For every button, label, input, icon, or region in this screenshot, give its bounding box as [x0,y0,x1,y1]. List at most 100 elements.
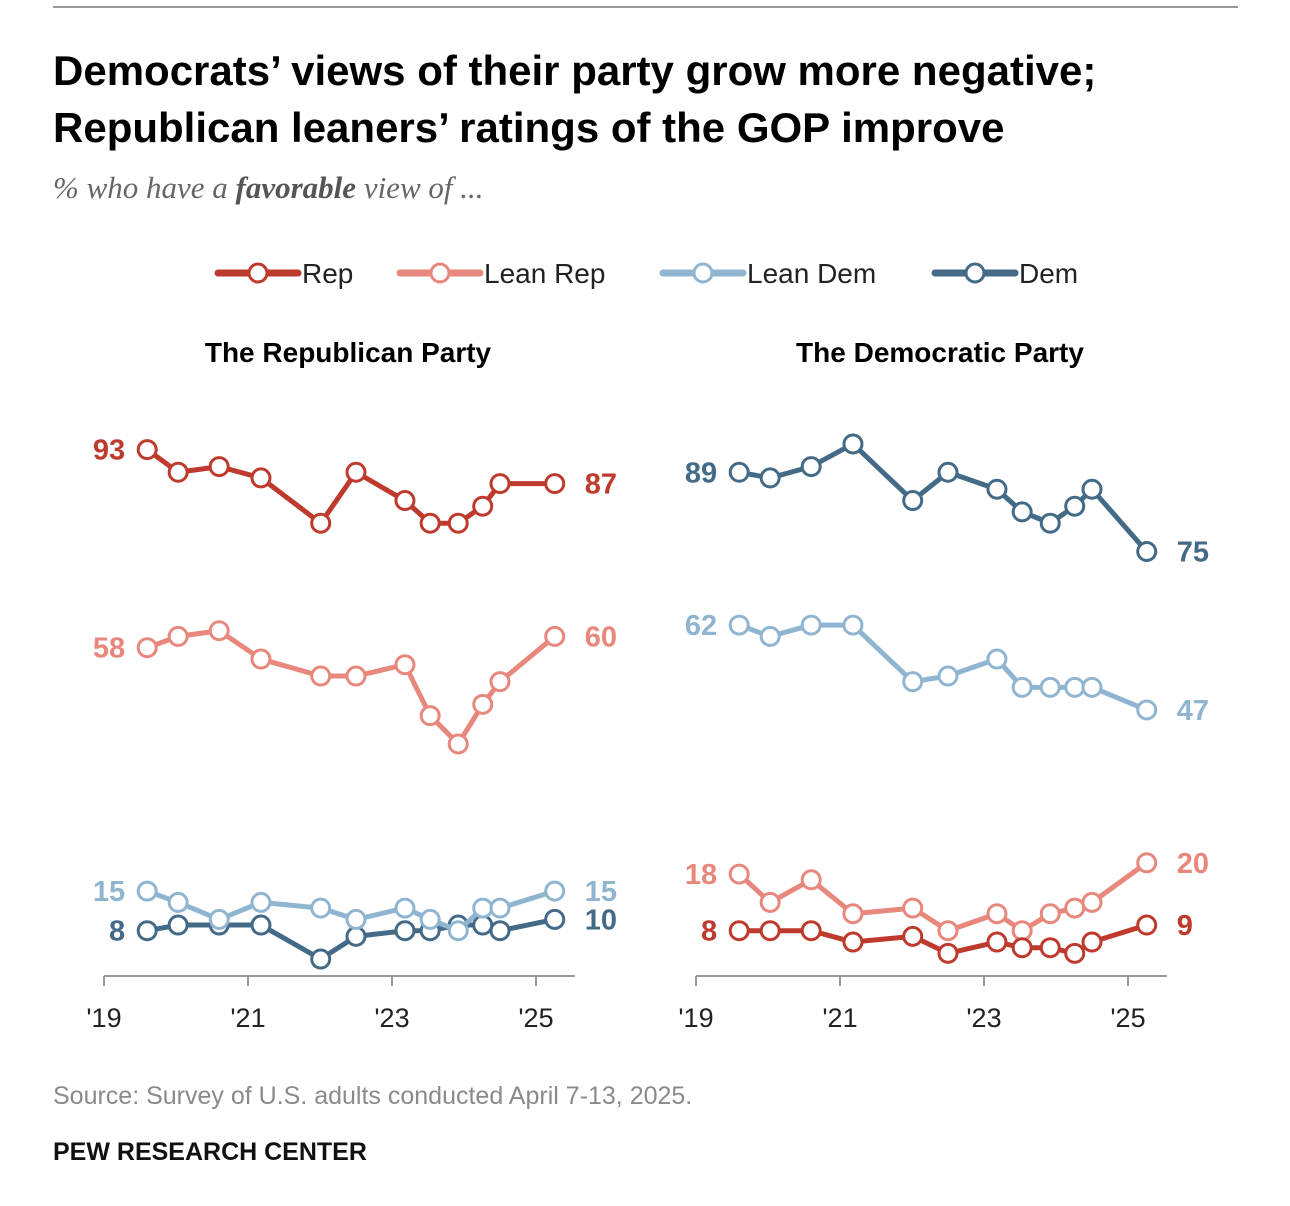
legend-item-lean-dem: Lean Dem [659,258,876,289]
series-lean-rep: 18 20 [685,848,1209,942]
x-tick-label: '25 [1110,1003,1145,1033]
x-tick-label: '21 [822,1003,857,1033]
data-point [986,931,1008,953]
end-value-label: 20 [1177,848,1209,880]
data-point [1136,699,1158,721]
top-rule [53,6,1238,8]
data-point [544,625,566,647]
data-point [447,512,469,534]
data-point [447,733,469,755]
end-value-label: 60 [585,621,617,653]
x-tick-label: '23 [374,1003,409,1033]
data-point [472,693,494,715]
data-point [489,920,511,942]
data-point [800,456,822,478]
data-point [250,648,272,670]
data-point [937,665,959,687]
data-point [208,456,230,478]
subtitle-pre: % who have a [53,170,236,205]
data-point [800,869,822,891]
data-point [136,920,158,942]
subtitle-emphasis: favorable [235,170,357,205]
data-point [1011,676,1033,698]
data-point [1064,495,1086,517]
data-point [250,914,272,936]
legend-label: Dem [1019,258,1078,289]
data-point [208,908,230,930]
data-point [1064,676,1086,698]
start-value-label: 15 [93,876,125,908]
series-lean-dem: 62 47 [685,610,1209,727]
start-value-label: 93 [93,435,125,467]
data-point [986,903,1008,925]
data-point [1136,914,1158,936]
series-rep: 93 87 [93,435,617,534]
data-point [759,467,781,489]
x-tick-label: '25 [518,1003,553,1033]
data-point [800,614,822,636]
x-tick-label: '21 [230,1003,265,1033]
data-point [472,897,494,919]
legend-swatch-marker [692,262,714,284]
legend-swatch-marker [964,262,986,284]
data-point [345,925,367,947]
data-point [167,625,189,647]
data-point [419,908,441,930]
series-lean-rep: 58 60 [93,620,617,755]
data-point [310,512,332,534]
data-point [842,614,864,636]
data-point [1039,937,1061,959]
data-point [345,908,367,930]
series-line [738,441,1149,554]
x-tick-label: '23 [966,1003,1001,1033]
start-value-label: 89 [685,457,717,489]
data-point [310,897,332,919]
data-point [1011,501,1033,523]
data-point [489,897,511,919]
data-point [250,891,272,913]
data-point [1081,891,1103,913]
data-point [1064,942,1086,964]
legend-item-lean-rep: Lean Rep [396,258,605,289]
x-tick-label: '19 [678,1003,713,1033]
start-value-label: 62 [685,610,717,642]
data-point [1011,937,1033,959]
end-value-label: 47 [1177,695,1209,727]
data-point [1039,676,1061,698]
data-point [902,671,924,693]
data-point [544,908,566,930]
data-point [842,433,864,455]
start-value-label: 58 [93,633,125,665]
data-point [1081,676,1103,698]
data-point [489,473,511,495]
data-point [310,665,332,687]
data-point [167,914,189,936]
data-point [472,914,494,936]
start-value-label: 8 [701,916,717,948]
data-point [136,880,158,902]
data-point [1039,903,1061,925]
data-point [394,920,416,942]
data-point [986,648,1008,670]
data-point [419,705,441,727]
data-point [759,920,781,942]
end-value-label: 75 [1177,537,1209,569]
series-lean-dem: 15 15 [93,876,617,942]
legend-label: Rep [302,258,353,289]
data-point [1136,541,1158,562]
data-point [472,495,494,517]
data-point [842,931,864,953]
data-point [167,891,189,913]
subtitle-post: view of ... [356,170,484,205]
data-point [842,903,864,925]
data-point [310,948,332,970]
end-value-label: 9 [1177,910,1193,942]
end-value-label: 10 [585,904,617,936]
legend-swatch-marker [429,262,451,284]
legend-item-dem: Dem [931,258,1078,289]
data-point [902,490,924,512]
brand-logo-text: PEW RESEARCH CENTER [53,1138,367,1166]
